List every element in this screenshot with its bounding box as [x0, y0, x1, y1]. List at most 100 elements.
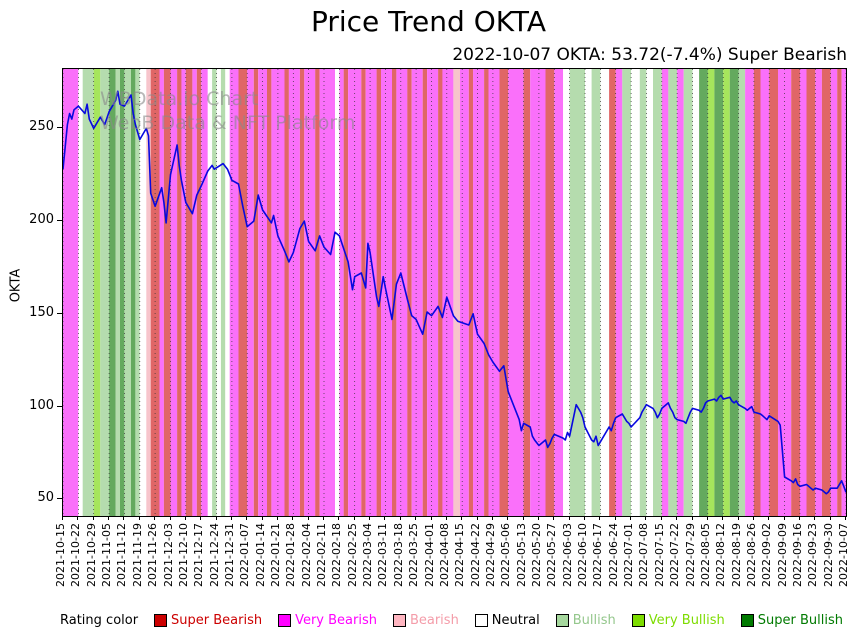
- x-tick-label-text: 2021-10-15: [54, 523, 67, 587]
- rating-band-super_bullish: [109, 69, 116, 516]
- x-tick: [461, 516, 463, 520]
- y-tick-label: 50: [37, 490, 54, 506]
- rating-band-very_bearish: [201, 69, 208, 516]
- price-line: [63, 90, 846, 495]
- rating-band-very_bearish: [192, 69, 197, 516]
- rating-band-neutral: [335, 69, 340, 516]
- x-tick-label: 2021-11-19: [131, 523, 144, 589]
- x-tick-label: 2021-12-10: [177, 523, 190, 589]
- x-tick: [307, 516, 309, 520]
- rating-band-neutral: [600, 69, 610, 516]
- rating-band-very_bearish: [473, 69, 485, 516]
- x-tick: [553, 516, 555, 520]
- x-tick-label: 2021-12-31: [223, 523, 236, 589]
- x-tick: [722, 516, 724, 520]
- x-tick-label: 2022-05-13: [515, 523, 528, 589]
- rating-band-very_bearish: [841, 69, 846, 516]
- x-tick-label-text: 2022-06-10: [576, 523, 589, 587]
- x-tick-label: 2022-03-18: [392, 523, 405, 589]
- x-tick-label: 2022-08-26: [745, 523, 758, 589]
- rating-band-bullish: [622, 69, 632, 516]
- rating-band-very_bearish: [365, 69, 377, 516]
- x-tick-label: 2022-07-29: [683, 523, 697, 589]
- rating-band-super_bullish: [120, 69, 125, 516]
- rating-band-super_bearish: [407, 69, 412, 516]
- x-tick-label-text: 2022-08-12: [714, 523, 728, 587]
- x-tick: [445, 516, 447, 520]
- x-tick-label-text: 2022-06-17: [591, 523, 605, 587]
- x-tick-label-text: 2021-12-24: [207, 523, 221, 587]
- rating-band-very_bearish: [427, 69, 439, 516]
- x-tick-label: 2022-09-23: [806, 523, 820, 589]
- rating-band-bearish: [453, 69, 460, 516]
- rating-band-super_bearish: [545, 69, 555, 516]
- x-tick: [154, 516, 156, 520]
- legend-item-label: Bearish: [409, 613, 459, 628]
- x-tick-label-text: 2022-08-19: [729, 523, 743, 587]
- x-tick-label: 2022-02-25: [346, 523, 359, 589]
- legend-swatch: [278, 614, 292, 627]
- x-tick-label: 2022-09-30: [822, 523, 835, 589]
- x-tick-label-text: 2022-07-01: [622, 523, 636, 587]
- legend-item: Bearish: [392, 613, 459, 628]
- legend-item-label: Bullish: [572, 613, 616, 628]
- chart-title: Price Trend OKTA: [310, 5, 547, 38]
- x-tick-label: 2022-01-07: [238, 523, 251, 589]
- rating-band-super_bearish: [238, 69, 248, 516]
- x-tick-label-text: 2022-02-11: [315, 523, 328, 587]
- x-tick: [768, 516, 770, 520]
- legend-swatch: [474, 614, 488, 627]
- rating-band-very_bearish: [63, 69, 79, 516]
- x-tick: [798, 516, 800, 520]
- x-tick: [691, 516, 693, 520]
- x-tick: [630, 516, 632, 520]
- x-tick-label-text: 2022-03-04: [361, 523, 375, 587]
- rating-band-neutral: [692, 69, 700, 516]
- x-tick-label-text: 2021-11-26: [146, 523, 160, 587]
- x-tick-label: 2022-02-18: [330, 523, 343, 589]
- rating-band-neutral: [563, 69, 570, 516]
- rating-legend: Rating color Super Bearish Very Bearish Be…: [60, 613, 843, 628]
- x-tick-label: 2022-09-16: [791, 523, 804, 589]
- x-tick-label: 2022-04-15: [453, 523, 466, 589]
- x-tick-label: 2022-04-22: [469, 523, 482, 589]
- x-tick-label-text: 2022-03-25: [407, 523, 421, 587]
- rating-band-bullish: [212, 69, 217, 516]
- x-tick: [77, 516, 79, 520]
- rating-band-bullish: [639, 69, 647, 516]
- rating-band-bearish: [146, 69, 151, 516]
- x-tick-label: 2021-11-05: [100, 523, 113, 589]
- rating-band-super_bearish: [791, 69, 800, 516]
- x-tick: [323, 516, 324, 520]
- y-tick-label: 200: [29, 212, 54, 228]
- x-tick-label: 2022-02-04: [300, 523, 313, 589]
- x-tick-label-text: 2021-11-12: [115, 523, 129, 587]
- rating-band-very_bearish: [830, 69, 838, 516]
- x-tick: [123, 516, 125, 520]
- rating-band-neutral: [631, 69, 640, 516]
- rating-band-very_bearish: [460, 69, 469, 516]
- rating-band-neutral: [78, 69, 83, 516]
- legend-item: Neutral: [474, 613, 540, 628]
- x-tick: [706, 516, 708, 520]
- x-tick-label-text: 2022-07-29: [683, 523, 697, 587]
- rating-band-super_bearish: [343, 69, 349, 516]
- x-tick: [292, 516, 294, 520]
- x-tick-label: 2022-04-29: [484, 523, 497, 589]
- x-tick-label-text: 2021-10-22: [69, 523, 83, 587]
- x-tick-label: 2021-12-24: [207, 523, 221, 589]
- x-tick: [491, 516, 493, 520]
- y-tick: [57, 405, 62, 407]
- legend-item-label: Super Bearish: [171, 613, 263, 628]
- rating-band-very_bearish: [530, 69, 546, 516]
- x-tick-label-text: 2022-09-23: [806, 523, 820, 587]
- rating-band-very_bearish: [442, 69, 454, 516]
- rating-band-very_bearish: [159, 69, 164, 516]
- y-tick: [57, 220, 62, 222]
- rating-band-bullish: [591, 69, 601, 516]
- x-tick-label: 2022-05-27: [545, 523, 558, 589]
- rating-band-bullish: [683, 69, 693, 516]
- x-tick: [246, 516, 248, 520]
- x-tick-label-text: 2022-09-09: [775, 523, 789, 587]
- rating-band-bullish: [82, 69, 94, 516]
